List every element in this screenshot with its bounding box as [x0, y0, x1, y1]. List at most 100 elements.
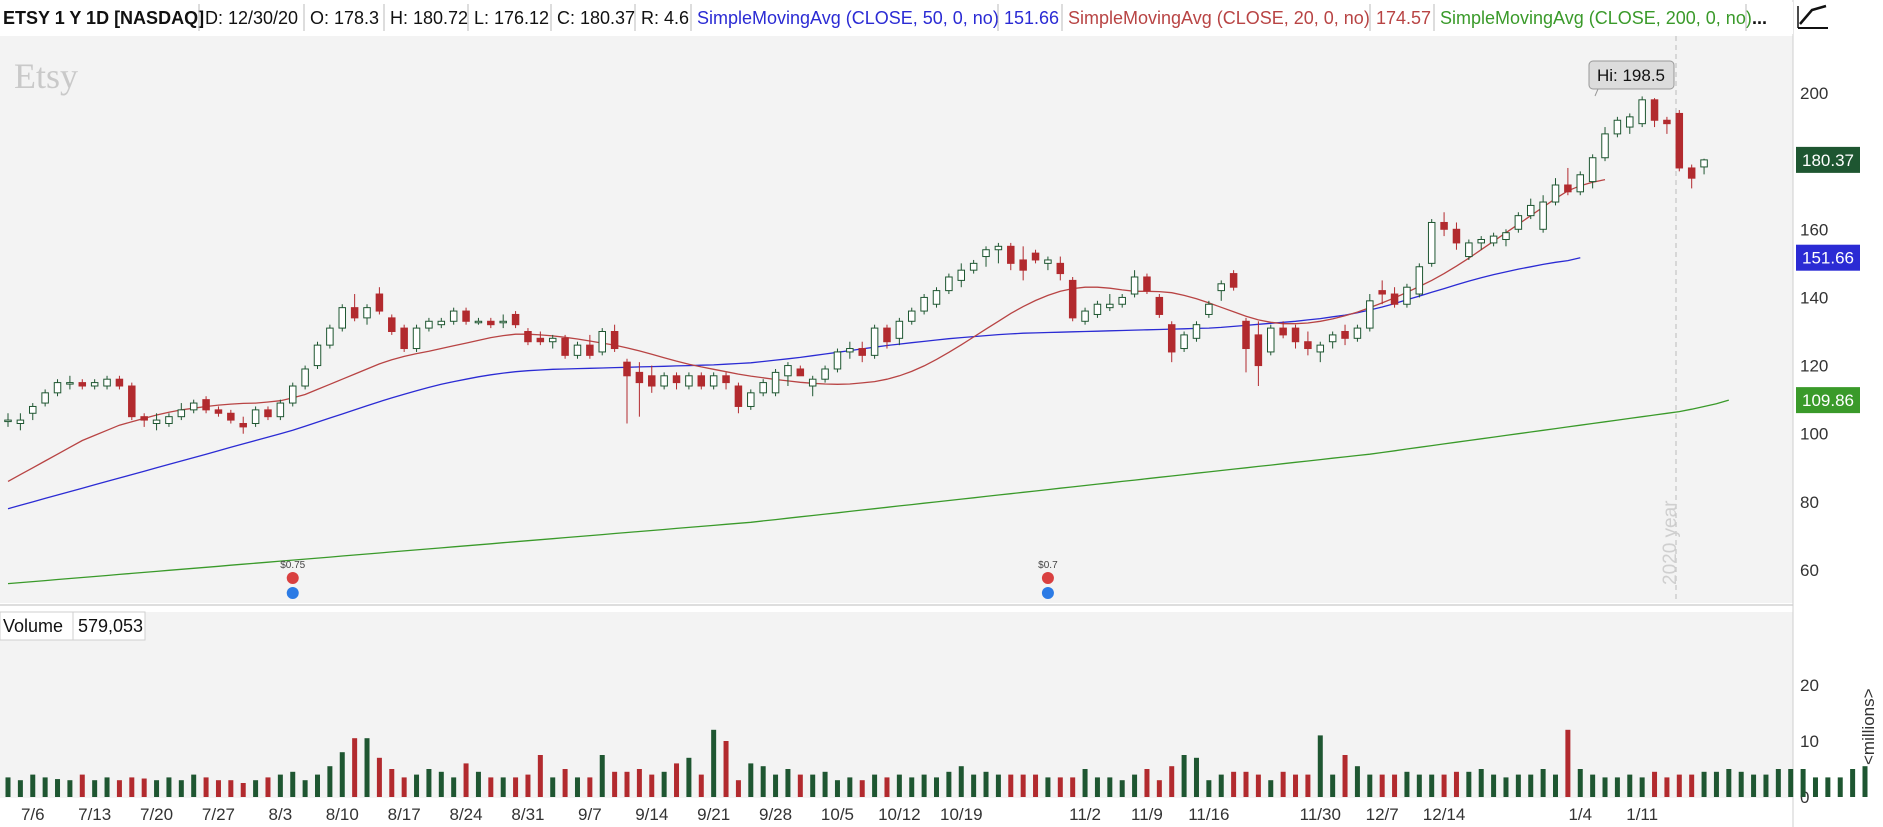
- candle-body: [202, 399, 210, 411]
- candle-body: [1601, 133, 1609, 159]
- candle-body: [771, 371, 780, 394]
- drawing-tool-icon[interactable]: [1797, 4, 1828, 29]
- volume-bar: [909, 777, 915, 797]
- candle-body: [388, 317, 396, 333]
- date-tick-label: 7/13: [78, 805, 111, 824]
- candle-body: [548, 337, 557, 343]
- volume-bar: [228, 780, 234, 797]
- last-price-badge-bg: [1796, 146, 1860, 173]
- candle-body: [1267, 327, 1275, 353]
- price-tick-label: 200: [1800, 84, 1828, 103]
- volume-bar: [1466, 771, 1472, 797]
- volume-tick-label: 20: [1800, 676, 1819, 695]
- candle-body: [1031, 252, 1040, 261]
- candle-body: [1551, 184, 1560, 203]
- candle-body: [1143, 276, 1151, 292]
- candle-body: [734, 385, 743, 407]
- volume-bar: [1491, 774, 1497, 797]
- candle-body: [524, 331, 532, 343]
- candle-body: [165, 416, 173, 424]
- candle-body: [1254, 334, 1263, 367]
- candle-body: [449, 310, 458, 322]
- volume-bar: [1392, 774, 1398, 797]
- candle-body: [1068, 279, 1077, 319]
- header-symbol[interactable]: ETSY 1 Y 1D [NASDAQ]: [3, 8, 204, 28]
- dividend-amount: $0.75: [280, 560, 305, 571]
- date-tick-label: 12/14: [1423, 805, 1466, 824]
- volume-bar: [847, 777, 853, 797]
- volume-bar: [1330, 774, 1336, 797]
- volume-bar: [1676, 774, 1682, 797]
- candle-body: [784, 365, 792, 377]
- header-more[interactable]: ...: [1752, 8, 1767, 28]
- candle-body: [1019, 259, 1027, 271]
- volume-bar: [30, 774, 36, 797]
- volume-bar: [884, 777, 890, 797]
- date-tick-label: 9/28: [759, 805, 792, 824]
- candle-body: [1415, 266, 1424, 295]
- volume-bar: [141, 778, 147, 797]
- candle-body: [1007, 245, 1015, 264]
- candle-body: [363, 307, 371, 319]
- volume-bar: [760, 766, 766, 797]
- candle-body: [338, 307, 347, 329]
- candle-body: [301, 368, 309, 387]
- header-close: C: 180.37: [557, 8, 635, 28]
- candle-body: [808, 378, 817, 387]
- volume-panel-bg: [0, 612, 1793, 798]
- volume-bar: [17, 780, 23, 797]
- candle-body: [1118, 296, 1126, 305]
- volume-bar: [1404, 771, 1410, 797]
- candle-body: [239, 422, 247, 428]
- candle-body: [697, 375, 706, 387]
- volume-label: Volume: [3, 616, 63, 636]
- volume-bar: [1503, 777, 1509, 797]
- header-low: L: 176.12: [474, 8, 549, 28]
- volume-tick-label: 10: [1800, 732, 1819, 751]
- candle-body: [1180, 334, 1188, 350]
- candle-body: [53, 382, 62, 394]
- candle-body: [1452, 228, 1461, 244]
- header-range: R: 4.6: [641, 8, 689, 28]
- date-tick-label: 10/12: [878, 805, 921, 824]
- volume-bar: [1243, 771, 1249, 797]
- date-tick-label: 1/4: [1568, 805, 1592, 824]
- date-tick-label: 10/5: [821, 805, 854, 824]
- volume-bar: [773, 774, 779, 797]
- volume-bar: [129, 777, 135, 797]
- volume-bar: [401, 777, 407, 797]
- candle-body: [1638, 99, 1646, 125]
- date-tick-label: 8/17: [388, 805, 421, 824]
- volume-bar: [240, 783, 246, 797]
- hi-callout-pointer: [1594, 88, 1599, 97]
- candle-body: [1167, 324, 1176, 353]
- candle-body: [437, 320, 446, 326]
- volume-bar: [748, 763, 754, 797]
- volume-bar: [1132, 774, 1138, 797]
- volume-bar: [1156, 780, 1162, 797]
- volume-bar: [574, 777, 580, 797]
- volume-bar: [1008, 774, 1014, 797]
- hi-callout-box: [1588, 60, 1675, 90]
- candle-body: [883, 327, 891, 343]
- candle-body: [66, 382, 74, 385]
- header-sma50-label[interactable]: SimpleMovingAvg (CLOSE, 50, 0, no): [697, 8, 999, 28]
- volume-bar: [55, 779, 61, 797]
- dividend-icon: [1041, 572, 1054, 584]
- candle-body: [821, 368, 829, 380]
- header-sma20-label[interactable]: SimpleMovingAvg (CLOSE, 20, 0, no): [1068, 8, 1370, 28]
- header-sma200-label[interactable]: SimpleMovingAvg (CLOSE, 200, 0, no): [1440, 8, 1752, 28]
- candle-body: [920, 296, 928, 312]
- volume-bar: [1515, 774, 1521, 797]
- volume-bar: [1627, 774, 1633, 797]
- candle-body: [1192, 324, 1201, 339]
- volume-bar: [1577, 769, 1583, 797]
- volume-bar: [872, 774, 878, 797]
- candle-body: [511, 313, 520, 326]
- candle-body: [78, 382, 87, 387]
- volume-bar: [1825, 777, 1831, 797]
- volume-bar: [1775, 769, 1781, 797]
- volume-bar: [834, 780, 840, 797]
- volume-bar: [1144, 769, 1150, 797]
